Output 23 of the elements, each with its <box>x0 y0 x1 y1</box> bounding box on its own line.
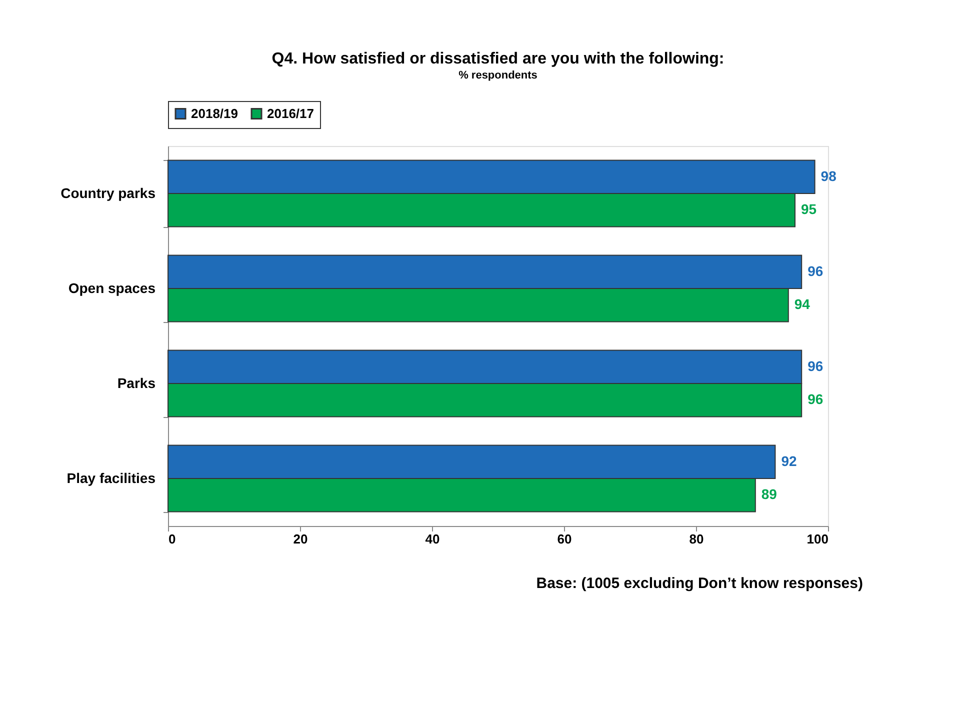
data-label: 98 <box>820 168 837 184</box>
y-tick-label: Country parks <box>60 185 156 201</box>
data-label: 89 <box>761 486 778 502</box>
chart-title: Q4. How satisfied or dissatisfied are you with the following: <box>272 50 724 68</box>
y-tick-label: Play facilities <box>66 470 156 486</box>
data-label: 95 <box>801 201 817 218</box>
data-label: 92 <box>781 452 797 469</box>
x-tick-label: 80 <box>689 532 704 546</box>
y-tick-label: Parks <box>117 375 156 391</box>
legend-label: 2016/17 <box>267 106 314 121</box>
x-tick-label: 100 <box>806 532 828 546</box>
data-label: 94 <box>794 296 810 312</box>
x-tick-label: 20 <box>293 532 308 546</box>
y-tick-label: Open spaces <box>68 280 156 296</box>
x-tick-label: 60 <box>557 532 572 546</box>
text: Base: (1005 excluding Don’t know responses) <box>536 575 863 592</box>
data-label: 96 <box>808 358 824 374</box>
data-label: 96 <box>808 391 824 408</box>
chart-subtitle: % respondents <box>458 70 538 82</box>
x-tick-label: 40 <box>425 532 440 546</box>
data-label: 96 <box>808 262 824 279</box>
x-tick-label: 0 <box>168 532 176 546</box>
legend-label: 2018/19 <box>191 106 238 121</box>
